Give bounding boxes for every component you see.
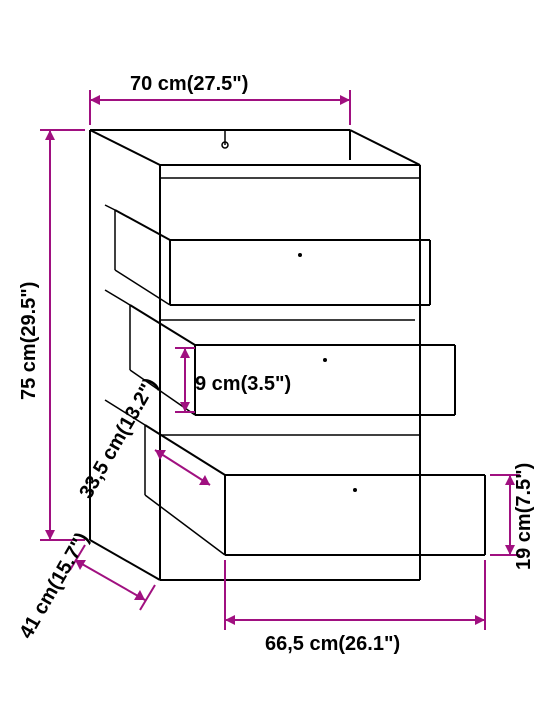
dim-label-in: (13.2") [112, 374, 162, 438]
svg-text:70 cm(27.5"): 70 cm(27.5") [130, 73, 248, 95]
dim-height-left: 75 cm(29.5") [18, 130, 85, 540]
furniture-drawing [90, 130, 485, 580]
svg-text:66,5 cm(26.1"): 66,5 cm(26.1") [265, 633, 400, 655]
dim-depth: 41 cm(15.7") [15, 529, 155, 643]
svg-text:75 cm(29.5"): 75 cm(29.5") [18, 282, 40, 400]
dim-label-in: (27.5") [187, 73, 249, 95]
dimension-diagram: 70 cm(27.5") 75 cm(29.5") 41 cm(15.7") 3… [0, 0, 540, 720]
svg-text:33,5 cm(13.2"): 33,5 cm(13.2") [75, 374, 162, 502]
dim-drawer-gap: 9 cm(3.5") [175, 348, 291, 412]
dim-label: 66,5 cm [265, 633, 338, 655]
dim-bottom-width: 66,5 cm(26.1") [225, 560, 485, 655]
dim-label-in: (15.7") [44, 529, 94, 593]
svg-text:41 cm(15.7"): 41 cm(15.7") [15, 529, 93, 643]
dim-width-top: 70 cm(27.5") [90, 73, 350, 125]
dim-label: 9 cm [195, 373, 241, 395]
dim-label: 41 cm [15, 582, 62, 642]
dim-label-in: (26.1") [338, 633, 400, 655]
dim-label: 33,5 cm [75, 428, 131, 503]
dim-label-in: (7.5") [513, 463, 535, 514]
dim-label-in: (3.5") [241, 373, 292, 395]
dim-label: 19 cm [513, 513, 535, 570]
dim-label: 70 cm [130, 73, 187, 95]
dim-label-in: (29.5") [18, 282, 40, 344]
dim-drawer-height: 19 cm(7.5") [490, 463, 535, 570]
svg-text:9 cm(3.5"): 9 cm(3.5") [195, 373, 291, 395]
dim-drawer-depth: 33,5 cm(13.2") [75, 374, 210, 502]
svg-text:19 cm(7.5"): 19 cm(7.5") [513, 463, 535, 570]
dim-label: 75 cm [18, 343, 40, 400]
